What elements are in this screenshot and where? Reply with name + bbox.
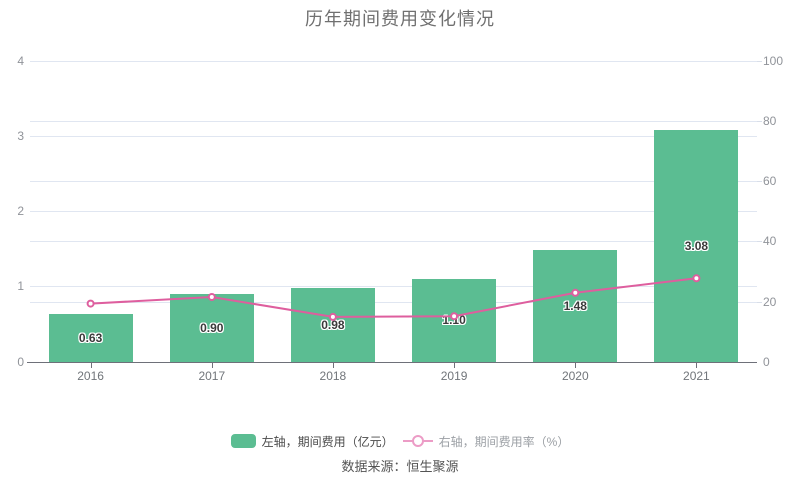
gridline-right-60 bbox=[30, 181, 757, 183]
y-axis-left-label-2: 2 bbox=[17, 204, 24, 219]
legend-item-line[interactable]: 右轴，期间费用率（%） bbox=[402, 433, 570, 450]
bar-value-label-2021: 3.08 bbox=[684, 238, 709, 253]
y-axis-left-label-3: 3 bbox=[17, 128, 24, 143]
right-axis-tick-60 bbox=[757, 181, 762, 183]
rate-point-2017[interactable] bbox=[207, 293, 216, 301]
legend-label-line: 右轴，期间费用率（%） bbox=[438, 434, 570, 449]
right-axis-tick-40 bbox=[757, 241, 762, 243]
rate-line bbox=[90, 277, 697, 318]
bar-legend-swatch-icon bbox=[230, 434, 256, 448]
x-axis-line bbox=[27, 361, 757, 363]
bar-2021[interactable] bbox=[654, 129, 739, 362]
x-axis-label-2021: 2021 bbox=[683, 368, 710, 383]
x-axis-tick-2020 bbox=[575, 362, 577, 368]
gridline-left-1 bbox=[30, 286, 757, 288]
x-axis-label-2019: 2019 bbox=[440, 368, 468, 383]
gridline-right-40 bbox=[30, 241, 757, 243]
x-axis-label-2018: 2018 bbox=[319, 368, 347, 383]
legend: 左轴，期间费用（亿元） 右轴，期间费用率（%） bbox=[0, 433, 800, 449]
x-axis-label-2017: 2017 bbox=[198, 368, 226, 383]
x-axis-tick-2017 bbox=[211, 362, 213, 368]
gridline-right-100 bbox=[30, 60, 757, 62]
y-axis-left-label-4: 4 bbox=[17, 53, 24, 68]
y-axis-left-label-1: 1 bbox=[17, 279, 24, 294]
bar-2017[interactable] bbox=[169, 294, 254, 362]
y-axis-right-label-20: 20 bbox=[763, 294, 777, 309]
line-legend-ring-icon bbox=[411, 435, 424, 447]
rate-point-2019[interactable] bbox=[450, 312, 459, 321]
gridline-right-20 bbox=[30, 301, 757, 303]
line-legend-icon bbox=[402, 434, 433, 448]
bar-value-label-2020: 1.48 bbox=[563, 299, 587, 313]
bar-value-label-2017: 0.90 bbox=[200, 320, 224, 335]
bar-value-label-2016: 0.63 bbox=[78, 331, 103, 345]
gridline-right-80 bbox=[30, 120, 757, 122]
y-axis-right-label-0: 0 bbox=[763, 354, 770, 369]
x-axis-tick-2018 bbox=[332, 362, 334, 368]
right-axis-tick-100 bbox=[757, 60, 762, 62]
rate-point-2020[interactable] bbox=[571, 288, 580, 297]
legend-label-bar: 左轴，期间费用（亿元） bbox=[261, 434, 394, 449]
bar-2020[interactable] bbox=[533, 250, 618, 362]
x-axis-tick-2016 bbox=[90, 362, 92, 368]
bar-2018[interactable] bbox=[290, 288, 375, 362]
y-axis-right-label-80: 80 bbox=[763, 113, 777, 128]
bar-2016[interactable] bbox=[48, 314, 133, 362]
x-axis-tick-2019 bbox=[454, 362, 456, 368]
y-axis-right-label-100: 100 bbox=[763, 53, 784, 68]
rate-point-2021[interactable] bbox=[692, 274, 701, 283]
rate-point-2018[interactable] bbox=[328, 312, 337, 321]
y-axis-right-label-40: 40 bbox=[763, 234, 777, 249]
y-axis-left-label-0: 0 bbox=[17, 354, 24, 369]
rate-point-2016[interactable] bbox=[86, 299, 95, 308]
x-axis-label-2020: 2020 bbox=[561, 368, 589, 383]
chart-title: 历年期间费用变化情况 bbox=[305, 9, 495, 29]
right-axis-tick-80 bbox=[757, 120, 762, 122]
right-axis-tick-20 bbox=[757, 301, 762, 303]
y-axis-right-label-60: 60 bbox=[763, 174, 777, 189]
bar-value-label-2018: 0.98 bbox=[321, 317, 345, 332]
bar-2019[interactable] bbox=[412, 278, 497, 362]
gridline-left-2 bbox=[30, 211, 757, 213]
legend-item-bar[interactable]: 左轴，期间费用（亿元） bbox=[230, 433, 394, 450]
gridline-left-3 bbox=[30, 135, 757, 137]
x-axis-tick-2021 bbox=[696, 362, 698, 368]
data-source: 数据来源：恒生聚源 bbox=[341, 459, 459, 474]
x-axis-label-2016: 2016 bbox=[77, 368, 104, 383]
